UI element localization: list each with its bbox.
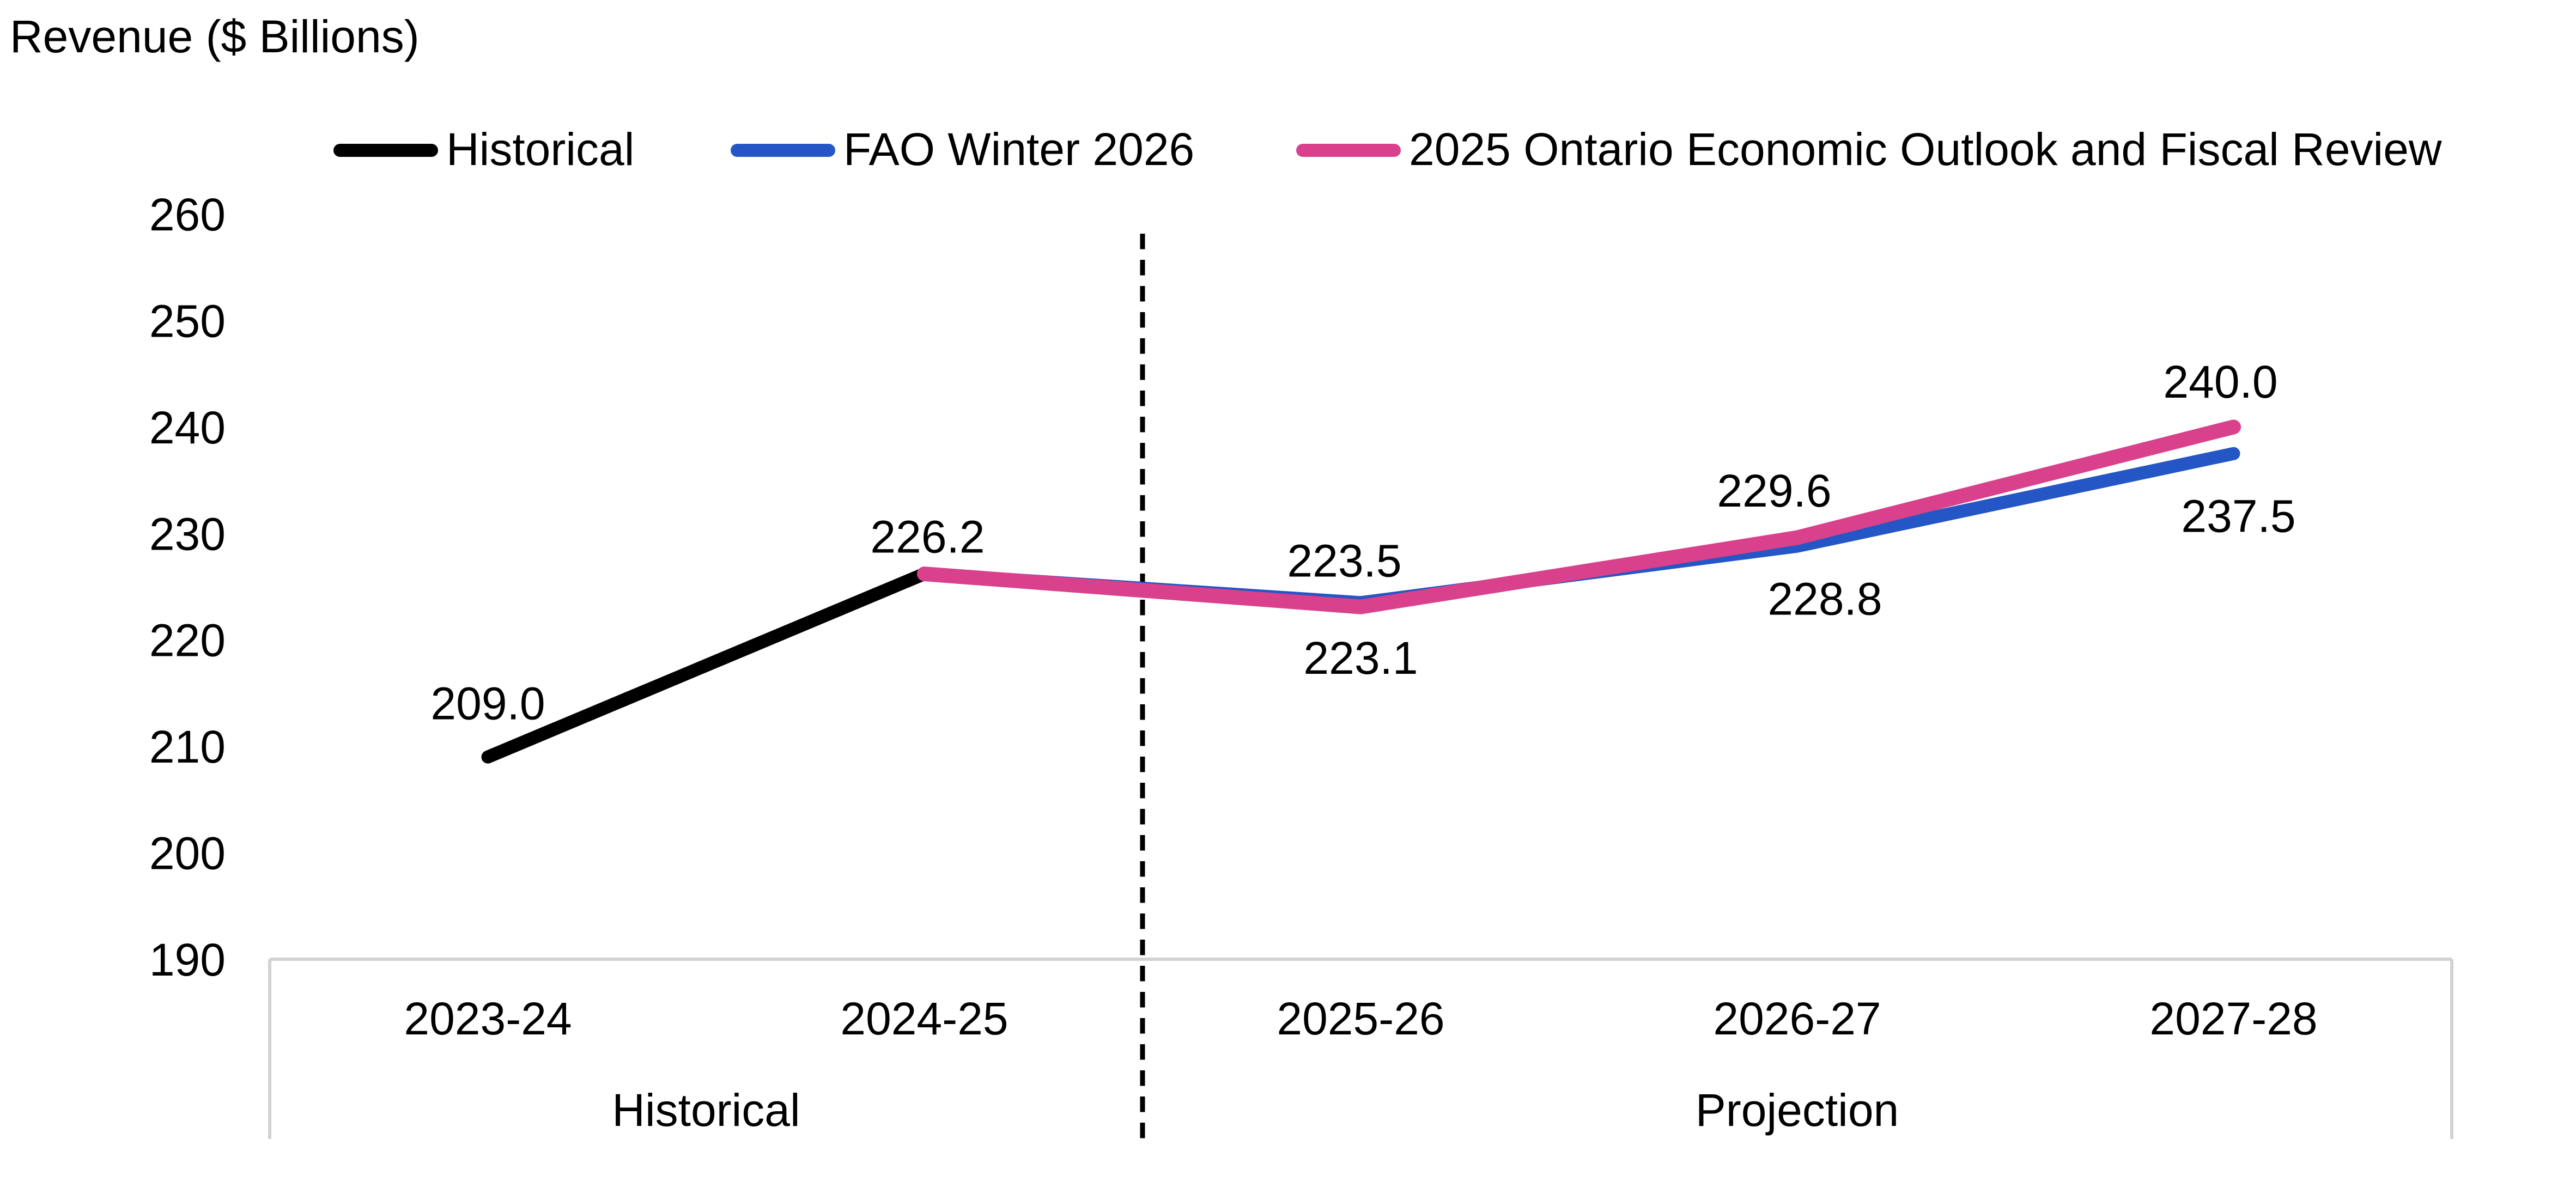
- category-label: 2024-25: [840, 993, 1008, 1044]
- y-tick-label: 250: [149, 295, 226, 346]
- data-label: 229.6: [1717, 465, 1831, 516]
- chart-title: Revenue ($ Billions): [10, 11, 420, 62]
- legend-swatch-fao-winter-2026: [731, 144, 835, 157]
- legend-label-ontario-outlook: 2025 Ontario Economic Outlook and Fiscal…: [1409, 124, 2442, 175]
- legend-item-historical: Historical: [333, 121, 634, 180]
- axis-group-label: Projection: [1696, 1085, 1899, 1136]
- legend-label-fao-winter-2026: FAO Winter 2026: [843, 124, 1195, 175]
- data-label: 209.0: [430, 678, 545, 729]
- y-tick-label: 210: [149, 721, 226, 772]
- y-tick-label: 190: [149, 934, 226, 985]
- data-label: 226.2: [870, 511, 985, 563]
- y-tick-label: 240: [149, 402, 226, 453]
- legend-swatch-ontario-outlook: [1296, 144, 1401, 157]
- legend: Historical FAO Winter 2026 2025 Ontario …: [0, 121, 2576, 180]
- legend-item-ontario-outlook: 2025 Ontario Economic Outlook and Fiscal…: [1296, 121, 2442, 180]
- y-tick-label: 230: [149, 508, 226, 559]
- data-label: 237.5: [2181, 491, 2295, 542]
- data-label: 228.8: [1767, 574, 1882, 625]
- legend-item-fao-winter-2026: FAO Winter 2026: [731, 121, 1194, 180]
- y-tick-label: 200: [149, 828, 226, 879]
- series-line-0: [481, 567, 931, 764]
- category-label: 2025-26: [1277, 993, 1444, 1044]
- series-line-2: [917, 419, 2241, 614]
- y-tick-label: 260: [149, 189, 226, 240]
- legend-swatch-historical: [333, 144, 438, 157]
- category-label: 2026-27: [1713, 993, 1881, 1044]
- data-label: 223.1: [1303, 632, 1418, 684]
- category-label: 2023-24: [404, 993, 572, 1044]
- category-label: 2027-28: [2149, 993, 2317, 1044]
- legend-label-historical: Historical: [446, 124, 635, 175]
- y-tick-label: 220: [149, 615, 226, 666]
- data-label: 240.0: [2163, 356, 2277, 407]
- data-label: 223.5: [1287, 535, 1401, 586]
- axis-group-label: Historical: [612, 1085, 800, 1136]
